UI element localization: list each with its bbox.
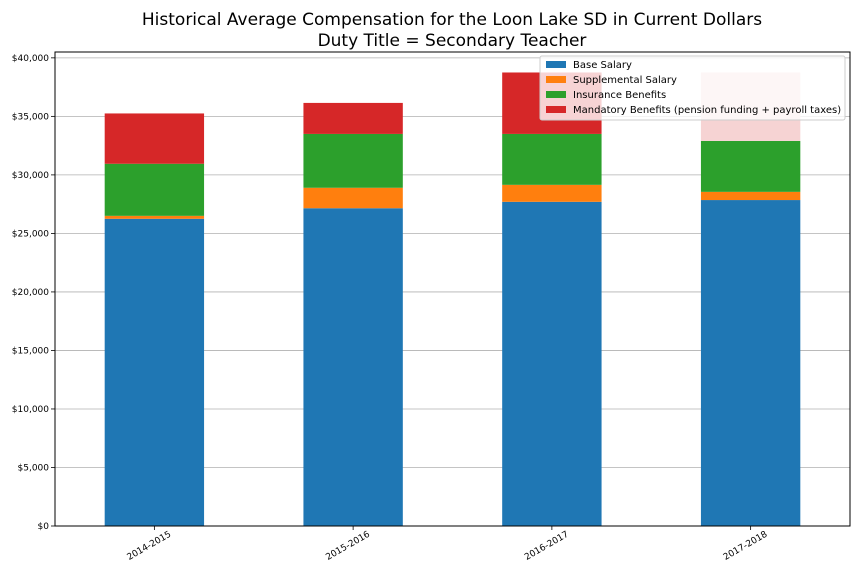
y-tick-label: $25,000 bbox=[12, 229, 49, 239]
legend-entry: Supplemental Salary bbox=[573, 75, 677, 86]
bar-segment-insurance-2 bbox=[502, 133, 602, 185]
bar-segment-base-1 bbox=[303, 208, 403, 526]
chart-title: Historical Average Compensation for the … bbox=[142, 10, 762, 30]
axes bbox=[54, 51, 851, 527]
plot-frame bbox=[54, 51, 851, 527]
legend-entry: Insurance Benefits bbox=[573, 90, 666, 101]
bars bbox=[104, 72, 801, 526]
y-tick-label: $35,000 bbox=[12, 112, 49, 122]
legend-entry: Mandatory Benefits (pension funding + pa… bbox=[573, 105, 841, 116]
y-tick-label: $40,000 bbox=[12, 54, 49, 64]
legend-swatch bbox=[546, 61, 566, 68]
bar-segment-supplemental-2 bbox=[502, 184, 602, 202]
bar-segment-base-0 bbox=[104, 218, 205, 526]
legend-swatch bbox=[546, 76, 566, 83]
chart-subtitle: Duty Title = Secondary Teacher bbox=[318, 31, 587, 51]
bar-segment-insurance-0 bbox=[104, 163, 205, 216]
bar-segment-supplemental-1 bbox=[303, 187, 403, 209]
bar-segment-supplemental-0 bbox=[104, 215, 205, 219]
bar-segment-insurance-1 bbox=[303, 133, 403, 188]
bar-segment-base-3 bbox=[700, 200, 801, 526]
legend-box bbox=[539, 55, 846, 121]
bar-segment-insurance-3 bbox=[700, 140, 801, 192]
bar-segment-mandatory-1 bbox=[303, 102, 403, 134]
y-tick-label: $15,000 bbox=[12, 346, 49, 356]
y-tick-label: $10,000 bbox=[12, 405, 49, 415]
x-tick-label: 2016-2017 bbox=[523, 530, 570, 563]
x-tick-label: 2014-2015 bbox=[126, 530, 173, 563]
y-tick-label: $30,000 bbox=[12, 171, 49, 181]
y-tick-label: $5,000 bbox=[18, 463, 50, 473]
x-tick-label: 2017-2018 bbox=[722, 530, 770, 563]
legend-swatch bbox=[546, 91, 566, 98]
bar-segment-mandatory-0 bbox=[104, 113, 205, 164]
legend-entry: Base Salary bbox=[573, 60, 632, 71]
y-tick-label: $20,000 bbox=[12, 288, 49, 298]
legend-swatch bbox=[546, 106, 566, 113]
bar-segment-supplemental-3 bbox=[700, 191, 801, 201]
legend: Base Salary Supplemental Salary Insurance … bbox=[539, 55, 846, 121]
y-tick-label: $0 bbox=[38, 522, 50, 532]
bar-segment-base-2 bbox=[502, 201, 602, 526]
x-tick-label: 2015-2016 bbox=[324, 530, 372, 563]
